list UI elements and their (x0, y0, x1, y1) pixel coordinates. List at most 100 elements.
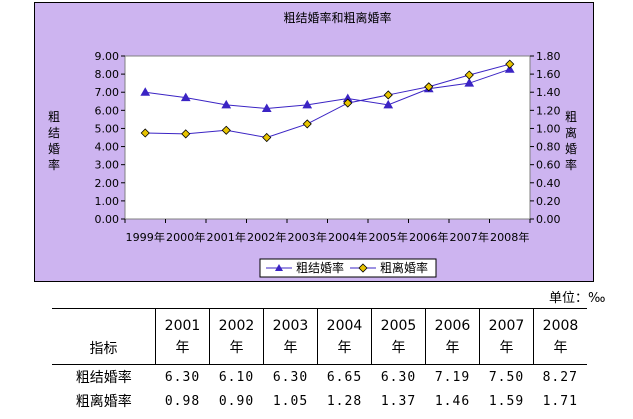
right-axis-tick-label: 1.00 (536, 122, 561, 135)
x-axis-tick-label: 2002年 (247, 230, 287, 244)
table-cell: 0.98 (164, 393, 201, 409)
table-row: 粗结婚率 6.30 6.10 6.30 6.65 6.30 7.19 7.50 8.27 (52, 365, 587, 390)
table-header-year-suffix: 年 (337, 339, 352, 356)
table-cell: 1.46 (434, 393, 471, 409)
series-2-point (262, 132, 272, 143)
right-axis-tick-label: 0.00 (536, 213, 561, 226)
x-axis-tick-label: 2007年 (450, 230, 490, 244)
right-axis-title: 粗离婚率 (565, 110, 577, 172)
series-1-point (464, 78, 475, 87)
right-axis-tick-label: 1.80 (536, 50, 561, 63)
left-axis-title: 粗结婚率 (48, 110, 60, 172)
table-header-label: 指标 (52, 308, 156, 365)
left-axis-tick-label: 7.00 (95, 86, 120, 99)
table-header-year: 2005 年 (371, 308, 426, 365)
series-2-point (383, 90, 393, 100)
table-header-year-number: 2002 (218, 317, 255, 334)
series-line-1 (145, 68, 510, 110)
table-cell: 7.19 (434, 369, 471, 385)
table-row-label: 粗结婚率 (75, 370, 132, 386)
table-header-year-suffix: 年 (391, 339, 406, 356)
table-header-year: 2003 年 (263, 308, 318, 365)
data-table: 指标 2001 年 2002 年 2003 年 2004 年 2005 年 2006 年 2007 年 200… (52, 308, 587, 413)
table-header-year: 2001 年 (155, 308, 210, 365)
table-cell: 6.10 (218, 369, 255, 385)
x-axis-tick-label: 2008年 (490, 230, 530, 244)
legend-label: 粗结婚率 (296, 260, 344, 275)
table-header-year-number: 2008 (542, 317, 579, 334)
series-2-point (140, 128, 150, 138)
x-axis-tick-label: 2005年 (369, 230, 409, 244)
table-cell: 8.27 (542, 369, 578, 385)
table-header-year-suffix: 年 (553, 339, 568, 356)
table-header-year-number: 2004 (326, 317, 363, 334)
table-cell: 7.50 (488, 369, 525, 385)
table-header-year: 2004 年 (317, 308, 372, 365)
series-2-point (181, 129, 191, 139)
table-cell: 1.59 (488, 393, 525, 409)
series-1-point (261, 103, 272, 113)
x-axis-tick-label: 2000年 (166, 230, 206, 244)
x-axis-tick-label: 1999年 (126, 230, 166, 244)
series-1-point (504, 64, 515, 73)
right-axis-tick-label: 1.40 (536, 86, 561, 99)
left-axis-tick-label: 2.00 (95, 177, 120, 190)
table-row-label: 粗离婚率 (75, 394, 132, 410)
series-line-2 (145, 63, 510, 139)
series-1-point (383, 99, 394, 109)
series-2-point (464, 70, 474, 80)
table-header-year-number: 2003 (272, 317, 309, 334)
table-header-year-suffix: 年 (445, 339, 460, 356)
x-axis-tick-label: 2004年 (328, 230, 368, 244)
table-cell: 6.30 (272, 369, 309, 385)
unit-label: 单位：‰ (549, 291, 606, 306)
left-axis-tick-label: 1.00 (95, 195, 120, 208)
plot-area (124, 55, 531, 220)
table-header-year-number: 2001 (164, 317, 201, 334)
table-header-year: 2008 年 (533, 308, 587, 365)
left-axis-tick-label: 8.00 (95, 68, 120, 81)
table-cell: 0.90 (218, 393, 255, 409)
table-cell: 6.65 (326, 369, 363, 385)
x-axis-tick-label: 2003年 (288, 230, 328, 244)
table-header-year: 2002 年 (209, 308, 264, 365)
legend-box (259, 258, 437, 278)
left-axis-tick-label: 6.00 (95, 104, 120, 117)
table-cell: 6.30 (164, 369, 201, 385)
legend-marker (358, 263, 368, 273)
table-cell: 1.05 (272, 393, 309, 409)
left-axis-tick-label: 0.00 (95, 213, 120, 226)
right-axis-tick-label: 1.20 (536, 104, 561, 117)
table-cell: 1.37 (380, 393, 417, 409)
series-1-point (140, 87, 151, 96)
table-header-year-suffix: 年 (499, 339, 514, 356)
table-header-year-suffix: 年 (229, 339, 244, 356)
series-1-point (302, 99, 313, 109)
table-header-year-suffix: 年 (283, 339, 298, 356)
table-row: 粗离婚率 0.98 0.90 1.05 1.28 1.37 1.46 1.59 1.71 (52, 389, 587, 413)
series-2-point (424, 82, 434, 92)
chart-panel: 粗结婚率和粗离婚率 0.00 1.00 2.00 3.00 4.00 5.00 6.00 7.0… (34, 2, 594, 282)
chart-title: 粗结婚率和粗离婚率 (283, 10, 391, 25)
right-axis-tick-label: 0.60 (536, 159, 561, 172)
table-header-year-number: 2005 (380, 317, 417, 334)
series-1-point (180, 92, 191, 102)
right-axis-tick-label: 1.60 (536, 68, 561, 81)
left-axis-tick-label: 4.00 (95, 141, 120, 154)
table-header-year-number: 2006 (434, 317, 471, 334)
series-2-point (221, 125, 231, 135)
chart-svg: 粗结婚率和粗离婚率 0.00 1.00 2.00 3.00 4.00 5.00 6.00 7.0… (48, 10, 577, 278)
left-axis-tick-label: 5.00 (95, 122, 120, 135)
left-axis-tick-label: 9.00 (95, 50, 120, 63)
x-axis-tick-label: 2006年 (409, 230, 449, 244)
table-header-year: 2006 年 (425, 308, 480, 365)
table-cell: 6.30 (380, 369, 417, 385)
left-axis-tick-label: 3.00 (95, 159, 120, 172)
series-2-point (505, 59, 515, 69)
right-axis-tick-label: 0.20 (536, 195, 561, 208)
table-cell: 1.71 (542, 393, 578, 409)
table-header-year-number: 2007 (488, 317, 525, 334)
right-axis-tick-label: 0.40 (536, 177, 561, 190)
table-header-row: 指标 2001 年 2002 年 2003 年 2004 年 2005 年 2006 年 2007 年 200… (52, 308, 587, 365)
series-1-point (221, 99, 232, 109)
